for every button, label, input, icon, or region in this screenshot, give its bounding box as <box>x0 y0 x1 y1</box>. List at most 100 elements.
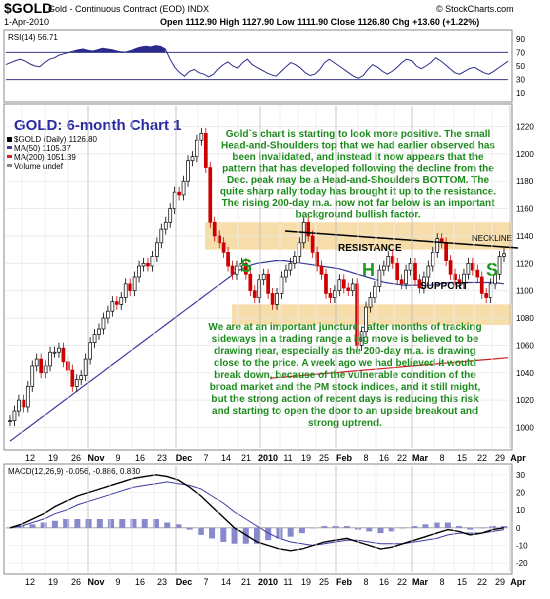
price-tick-4: 1140 <box>516 232 534 241</box>
price-bar <box>92 328 97 349</box>
price-bar-body <box>132 276 137 292</box>
price-bar <box>106 305 110 324</box>
price-bar <box>413 257 417 286</box>
price-bar-body <box>128 283 133 292</box>
price-bar-body <box>101 317 106 330</box>
price-bar-body <box>70 369 75 387</box>
x-tick-16: 8 <box>363 453 368 463</box>
price-bar-body <box>373 286 377 298</box>
price-bar <box>422 271 426 294</box>
price-bar-body <box>83 358 88 376</box>
price-bar-body <box>319 265 324 275</box>
macd-hist-bar <box>130 519 137 528</box>
price-bar-body <box>48 351 52 367</box>
price-bar <box>230 260 235 280</box>
price-bar-body <box>181 180 186 196</box>
macd-tick-0: 30 <box>516 471 525 480</box>
price-bar-body <box>266 273 270 294</box>
price-bar <box>146 257 150 272</box>
price-bar-body <box>435 238 440 253</box>
price-bar-body <box>368 297 373 308</box>
macd-hist-bar <box>444 522 451 528</box>
macd-hist-bar <box>411 526 418 528</box>
rsi-ticks: 90 70 50 30 10 <box>516 35 525 98</box>
x-tick-15: Feb <box>336 577 353 587</box>
x-tick-4: 9 <box>115 577 120 587</box>
macd-hist-bar <box>467 527 474 530</box>
x-tick-5: 16 <box>135 453 145 463</box>
price-bar <box>181 175 186 201</box>
price-bar <box>453 268 457 286</box>
price-bar <box>30 360 35 392</box>
x-tick-3: Nov <box>87 577 104 587</box>
commentary-bottom-line-8: strong uptrend. <box>308 418 382 429</box>
price-bar-body <box>462 273 466 285</box>
price-bar-body <box>61 347 66 363</box>
price-bar <box>39 353 44 379</box>
price-bar-body <box>377 269 382 287</box>
x-tick-6: 23 <box>157 453 167 463</box>
price-bar <box>34 353 39 372</box>
price-bar-body <box>17 399 21 412</box>
price-bar-body <box>97 328 101 335</box>
rsi-panel <box>3 29 513 103</box>
price-bar <box>266 268 270 299</box>
x-tick-21: 15 <box>457 453 467 463</box>
price-bar <box>381 260 386 276</box>
price-bar <box>337 274 342 297</box>
price-bar <box>119 292 124 310</box>
price-bar <box>386 251 391 272</box>
macd-hist-bar <box>85 519 92 528</box>
price-ticks: 1220 1200 1180 1160 1140 1120 1100 1080 1060 1040… <box>516 123 534 433</box>
x-tick-20: 8 <box>439 577 444 587</box>
price-bar <box>493 268 497 290</box>
macd-hist-bar <box>18 526 25 528</box>
price-bar <box>17 394 21 417</box>
macd-hist-bar <box>343 526 350 528</box>
price-bar-body <box>34 358 39 367</box>
price-bar-body <box>386 256 391 267</box>
legend-swatch-price <box>7 137 12 142</box>
legend-ma50: MA(50) 1105.37 <box>14 144 71 153</box>
price-bar <box>435 233 440 258</box>
macd-hist-bar <box>74 519 81 528</box>
x-tick-23: 29 <box>495 453 505 463</box>
price-bar <box>448 255 453 280</box>
macd-hist-bar <box>433 522 440 528</box>
price-bar-body <box>208 167 213 223</box>
legend-swatch-volume <box>7 164 12 167</box>
price-tick-2: 1180 <box>516 177 534 186</box>
price-bar <box>257 274 262 303</box>
price-bar-body <box>195 139 199 157</box>
price-bar <box>315 246 319 272</box>
price-bar-body <box>199 133 204 141</box>
x-tick-21: 15 <box>457 577 467 587</box>
x-tick-0: 12 <box>25 577 35 587</box>
macd-hist-bar <box>489 526 496 528</box>
macd-hist-bar <box>478 527 485 529</box>
price-bar <box>466 257 471 280</box>
price-bar <box>235 260 239 280</box>
x-tick-23: 29 <box>495 577 505 587</box>
x-axis-macd: 12 19 26 Nov 9 16 23 Dec 7 14 21 2010 11 19 25 Feb 8 16 22… <box>21 466 526 587</box>
price-bar <box>132 271 137 297</box>
price-bar <box>368 292 373 313</box>
price-bar-body <box>248 273 253 292</box>
price-bar <box>155 237 159 262</box>
price-bar-body <box>257 279 262 298</box>
price-bar-body <box>106 310 110 319</box>
price-bar <box>324 268 328 299</box>
macd-histogram <box>7 519 507 544</box>
x-tick-13: 19 <box>301 453 311 463</box>
macd-tick-1: 20 <box>516 489 525 498</box>
price-bar <box>137 260 141 283</box>
price-bar-body <box>306 221 311 237</box>
price-bar <box>212 216 217 242</box>
instrument-subtitle: Gold - Continuous Contract (EOD) INDX <box>48 4 209 14</box>
price-bar <box>399 274 404 290</box>
price-bar-body <box>190 156 195 162</box>
x-tick-18: 22 <box>397 453 407 463</box>
price-tick-8: 1060 <box>516 341 534 350</box>
price-bar <box>417 274 422 294</box>
price-bar <box>502 248 506 262</box>
